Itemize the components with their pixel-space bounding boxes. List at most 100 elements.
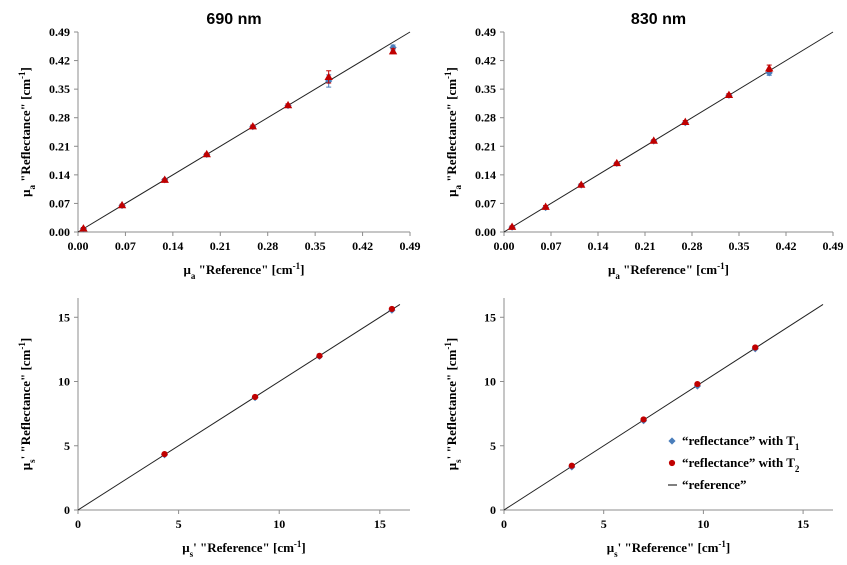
chart-title: 830 nm	[631, 11, 686, 28]
y-tick-label: 15	[484, 310, 496, 324]
y-tick-label: 0.07	[49, 196, 70, 210]
chart-title: 690 nm	[206, 11, 261, 28]
data-point	[765, 64, 774, 72]
data-series-1	[508, 69, 773, 231]
x-axis-label: μs' "Reference" [cm-1]	[607, 539, 731, 559]
data-point	[117, 200, 127, 209]
legend-marker	[668, 459, 676, 467]
y-tick-label: 10	[484, 375, 496, 389]
y-tick-label: 0.07	[475, 196, 496, 210]
data-point	[568, 462, 575, 469]
data-series-2	[161, 305, 395, 458]
y-tick-label: 5	[490, 439, 496, 453]
data-point	[752, 344, 759, 351]
legend-marker	[668, 437, 676, 445]
data-point	[724, 90, 734, 99]
legend-label: “reflectance” with T2	[682, 455, 800, 474]
x-tick-label: 0	[501, 517, 507, 531]
y-tick-label: 0.21	[49, 139, 70, 153]
x-tick-label: 0.35	[729, 239, 750, 253]
legend-label: “reflectance” with T1	[682, 433, 800, 452]
data-point	[161, 451, 168, 458]
y-tick-label: 0.00	[49, 225, 70, 239]
chart-panel-2: 830 nm 0.00 0.07 0.14 0.21 0.28 0.35 0.42 0.49 0.…	[443, 11, 844, 281]
data-point	[388, 305, 395, 313]
y-tick-label: 15	[58, 310, 70, 324]
data-point	[681, 117, 690, 125]
data-series-2	[568, 344, 759, 469]
data-series-2	[79, 46, 398, 232]
chart-panel-4: 0 5 10 15 0 5 10 15 μs' "Reference" [cm-1] μs' "R…	[443, 298, 833, 559]
y-tick-label: 0.49	[475, 25, 496, 39]
y-tick-label: 10	[58, 375, 70, 389]
x-tick-label: 0.49	[400, 239, 421, 253]
reference-line	[77, 31, 411, 233]
y-axis-label: μa "Reflectance" [cm-1]	[17, 67, 37, 197]
legend-label: “reference”	[682, 477, 746, 492]
reference-line	[77, 304, 401, 511]
data-point	[541, 202, 550, 210]
chart-panel-1: 690 nm 0.00 0.07 0.14 0.21 0.28 0.35 0.42 0.49 0.…	[17, 11, 421, 281]
data-point	[251, 393, 259, 401]
data-point	[283, 100, 293, 109]
data-point	[324, 72, 333, 81]
data-point	[316, 352, 323, 359]
data-point	[248, 122, 258, 130]
x-tick-label: 0.42	[352, 239, 373, 253]
data-point	[577, 180, 586, 188]
x-tick-label: 0.00	[68, 239, 89, 253]
x-tick-label: 15	[374, 517, 386, 531]
y-axis-label: μs' "Reflectance" [cm-1]	[17, 338, 37, 470]
data-point	[79, 224, 88, 232]
data-point	[202, 149, 211, 158]
legend: “reflectance” with T1 “reflectance” with …	[668, 433, 800, 492]
data-point	[694, 380, 701, 388]
y-tick-label: 0.28	[49, 111, 70, 125]
data-point	[649, 136, 658, 144]
y-tick-label: 0.49	[49, 25, 70, 39]
x-tick-label: 5	[176, 517, 182, 531]
x-axis-label: μa "Reference" [cm-1]	[184, 261, 305, 281]
chart-panel-3: 0 5 10 15 0 5 10 15 μs' "Reference" [cm-1] μs' "R…	[17, 298, 410, 559]
data-point	[160, 175, 169, 183]
x-tick-label: 0.21	[210, 239, 231, 253]
x-tick-label: 10	[273, 517, 285, 531]
x-tick-label: 0.07	[541, 239, 562, 253]
data-point	[640, 416, 647, 423]
y-axis-label: μa "Reflectance" [cm-1]	[443, 67, 463, 197]
x-axis-label: μa "Reference" [cm-1]	[608, 261, 729, 281]
y-axis-label: μs' "Reflectance" [cm-1]	[443, 338, 463, 470]
x-tick-label: 0.49	[823, 239, 844, 253]
x-tick-label: 0.28	[682, 239, 703, 253]
x-tick-label: 0.07	[115, 239, 136, 253]
x-tick-label: 0.42	[776, 239, 797, 253]
y-tick-label: 0.35	[49, 82, 70, 96]
y-tick-label: 0.00	[475, 225, 496, 239]
x-tick-label: 0.14	[588, 239, 609, 253]
x-tick-label: 0.14	[162, 239, 183, 253]
data-series-2	[507, 64, 774, 230]
reference-line	[503, 31, 834, 233]
y-tick-label: 5	[64, 439, 70, 453]
x-tick-label: 10	[697, 517, 709, 531]
y-tick-label: 0.14	[49, 168, 70, 182]
y-tick-label: 0.35	[475, 82, 496, 96]
x-tick-label: 15	[797, 517, 809, 531]
x-tick-label: 0	[75, 517, 81, 531]
x-tick-label: 0.35	[305, 239, 326, 253]
y-tick-label: 0.14	[475, 168, 496, 182]
y-tick-label: 0.42	[49, 54, 70, 68]
y-tick-label: 0	[490, 503, 496, 517]
y-tick-label: 0.21	[475, 139, 496, 153]
y-tick-label: 0.42	[475, 54, 496, 68]
legend-entry: “reflectance” with T2	[668, 455, 800, 474]
legend-entry: “reflectance” with T1	[668, 433, 800, 452]
reference-line	[503, 304, 824, 511]
x-tick-label: 0.00	[494, 239, 515, 253]
y-tick-label: 0.28	[475, 111, 496, 125]
x-tick-label: 0.28	[257, 239, 278, 253]
legend-entry: “reference”	[668, 477, 746, 492]
x-tick-label: 0.21	[635, 239, 656, 253]
